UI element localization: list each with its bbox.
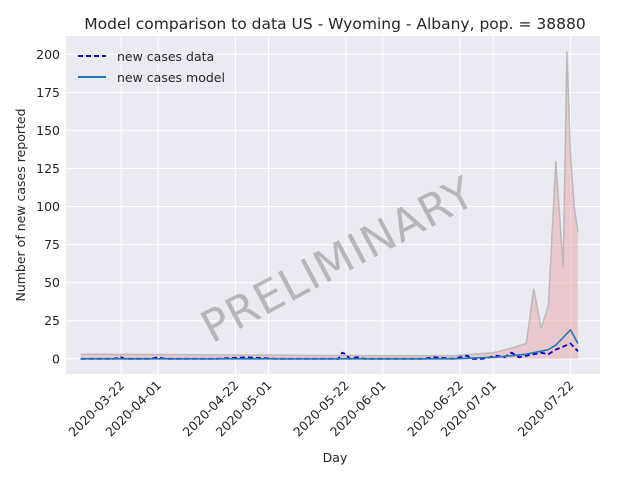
legend: new cases data new cases model bbox=[78, 49, 225, 85]
y-tick-label: 50 bbox=[44, 275, 60, 290]
y-axis-label: Number of new cases reported bbox=[13, 108, 28, 301]
chart-title: Model comparison to data US - Wyoming - … bbox=[84, 15, 585, 33]
series-layer bbox=[80, 329, 579, 360]
ensemble-upper-line bbox=[80, 51, 579, 357]
y-tick-label: 25 bbox=[44, 313, 60, 328]
y-tick-label: 175 bbox=[36, 85, 60, 100]
y-tick-label: 200 bbox=[36, 47, 60, 62]
y-tick-label: 100 bbox=[36, 199, 60, 214]
plot-area bbox=[66, 36, 600, 374]
legend-label-model: new cases model bbox=[117, 70, 225, 85]
series-line-model bbox=[80, 329, 579, 360]
y-ticks: 0 25 50 75 100 125 150 175 200 bbox=[36, 47, 60, 367]
y-tick-label: 125 bbox=[36, 161, 60, 176]
y-tick-label: 75 bbox=[44, 237, 60, 252]
model-ensemble bbox=[80, 51, 579, 359]
x-axis-label: Day bbox=[323, 450, 348, 465]
y-tick-label: 0 bbox=[52, 351, 60, 366]
series-line-data bbox=[80, 342, 579, 360]
legend-label-data: new cases data bbox=[117, 49, 214, 64]
grid bbox=[66, 36, 600, 374]
y-tick-label: 150 bbox=[36, 123, 60, 138]
